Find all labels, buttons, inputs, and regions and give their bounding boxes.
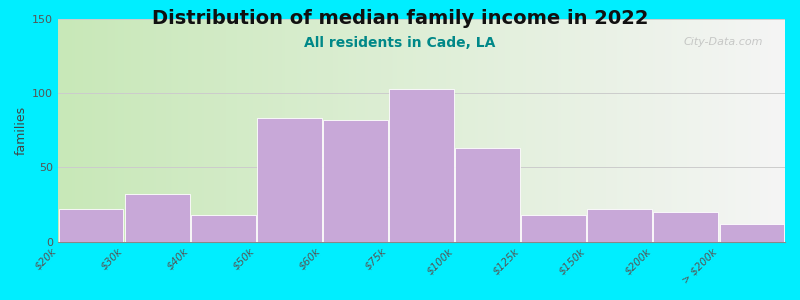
Bar [257, 118, 322, 242]
Bar [323, 120, 388, 242]
Bar [587, 209, 652, 242]
Bar [58, 209, 123, 242]
Y-axis label: families: families [15, 106, 28, 155]
Bar [654, 212, 718, 242]
Bar [125, 194, 190, 242]
Bar [455, 148, 520, 242]
Text: City-Data.com: City-Data.com [684, 37, 763, 47]
Bar [191, 215, 256, 242]
Text: All residents in Cade, LA: All residents in Cade, LA [304, 36, 496, 50]
Text: Distribution of median family income in 2022: Distribution of median family income in … [152, 9, 648, 28]
Bar [719, 224, 784, 242]
Bar [522, 215, 586, 242]
Bar [389, 89, 454, 242]
